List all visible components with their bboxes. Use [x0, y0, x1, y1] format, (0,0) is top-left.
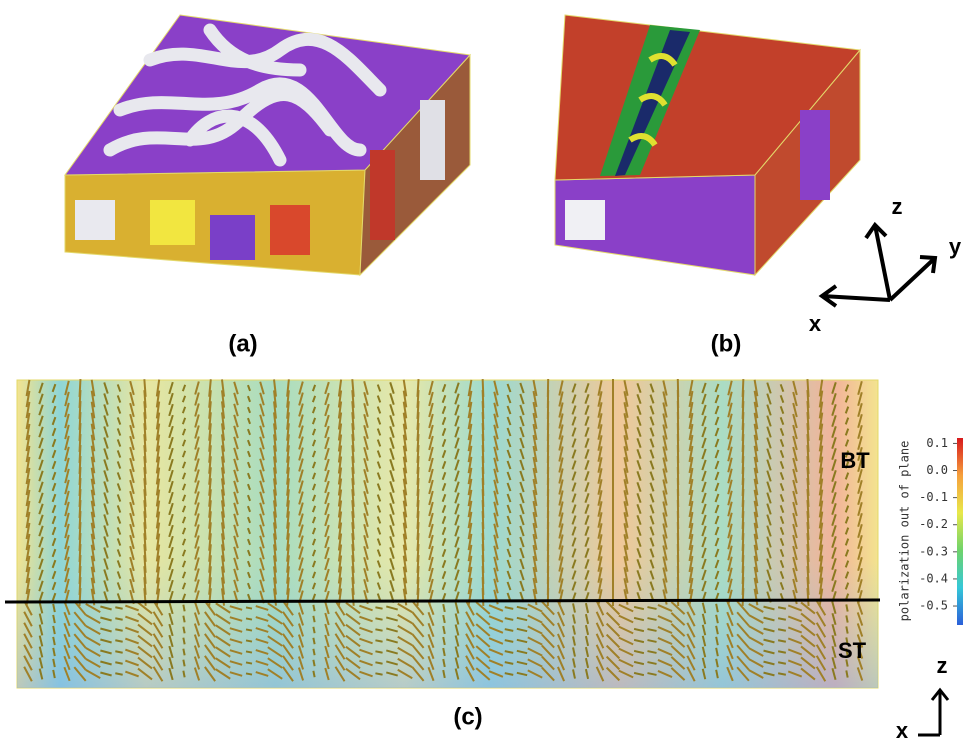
axis-y: y [949, 234, 962, 259]
vector-arrow [144, 588, 145, 606]
colorbar-ticks: 0.1 0.0 -0.1 -0.2 -0.3 -0.4 -0.5 [919, 436, 957, 613]
axis-x: x [809, 311, 822, 336]
panel-label: (a) [228, 330, 257, 357]
vector-arrow [313, 660, 314, 666]
colorbar [957, 438, 963, 625]
vector-arrow [375, 607, 382, 608]
vector-arrow [483, 588, 484, 606]
vector-arrow [246, 618, 252, 619]
colorbar-tick-label: -0.2 [919, 517, 948, 531]
vector-arrow [352, 588, 353, 606]
panel-label: (c) [453, 703, 482, 730]
vector-arrow [246, 607, 252, 608]
colorbar-label: polarization out of plane [898, 441, 912, 622]
vector-arrow [846, 604, 847, 611]
vector-arrow [846, 615, 847, 622]
vector-arrow [375, 651, 382, 652]
colorbar-tick-label: 0.0 [926, 463, 948, 477]
vector-arrow [246, 640, 252, 641]
vector-arrow [313, 638, 314, 644]
vector-arrow [807, 588, 808, 606]
vector-arrow [313, 627, 314, 633]
vector-arrow [313, 605, 314, 611]
vector-arrow [375, 673, 382, 674]
vector-arrow [246, 673, 252, 674]
vector-arrow [375, 618, 382, 619]
vector-arrow [183, 627, 184, 634]
vector-arrow [246, 662, 252, 663]
vector-arrow [375, 629, 382, 630]
vector-arrow [115, 640, 122, 641]
axes-3d [822, 225, 935, 306]
vector-arrow [183, 671, 184, 678]
axes-2d [918, 690, 948, 735]
colorbar-tick-label: -0.4 [919, 571, 948, 585]
layer-label: BT [840, 448, 870, 473]
axis-z: z [892, 194, 903, 219]
vector-arrow [115, 607, 122, 608]
vector-arrow [313, 649, 314, 655]
colorbar-tick-label: 0.1 [926, 436, 948, 450]
vector-arrow [115, 618, 122, 619]
vector-arrow [183, 649, 184, 656]
vector-arrow [313, 671, 314, 677]
colorbar-tick-label: -0.3 [919, 544, 948, 558]
vector-arrow [846, 670, 847, 677]
vector-arrow [417, 588, 418, 606]
vector-arrow [183, 638, 184, 645]
vector-arrow [846, 626, 847, 633]
render-a [65, 15, 470, 275]
axis-z: z [937, 653, 948, 678]
layer-label: ST [838, 638, 867, 663]
vector-arrow [313, 616, 314, 622]
vector-arrow [375, 662, 382, 663]
vector-arrow [183, 616, 184, 623]
vector-arrow [183, 605, 184, 612]
render-b [555, 15, 860, 275]
vector-arrow [115, 629, 122, 630]
axis-x: x [896, 718, 909, 743]
vector-arrow [375, 640, 382, 641]
interface-line [5, 600, 880, 602]
vector-arrow [115, 673, 122, 674]
panel-label: (b) [711, 330, 742, 357]
vector-arrow [183, 660, 184, 667]
vector-arrow [743, 588, 744, 606]
colorbar-tick-label: -0.1 [919, 490, 948, 504]
vector-arrow [246, 651, 252, 652]
vector-arrow [115, 651, 122, 652]
colorbar-tick-label: -0.5 [919, 599, 948, 613]
vector-arrow [246, 629, 252, 630]
vector-arrow [115, 662, 122, 663]
figure: z y x (a) (b) BT ST (c) polarization out… [0, 0, 963, 743]
